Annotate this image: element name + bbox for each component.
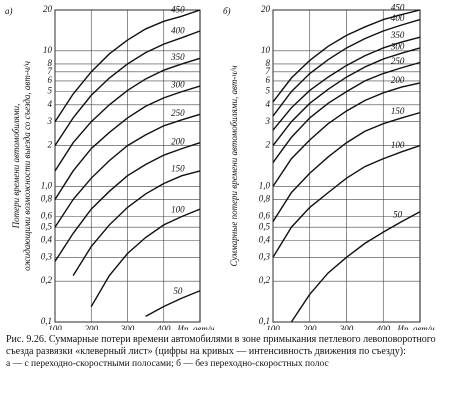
curve	[54, 142, 201, 262]
x-axis-label: Ип, авт/ч	[396, 324, 434, 330]
y-tick-label: 0,6	[259, 211, 271, 221]
y-tick-label: 1,0	[259, 180, 271, 190]
y-tick-label: 2	[266, 140, 271, 150]
y-axis-label: ожидающими возможности выезда со съезда,…	[22, 61, 32, 271]
y-tick-label: 0,3	[259, 251, 271, 261]
curve-label: 250	[391, 56, 405, 66]
y-tick-label: 0,4	[41, 234, 53, 244]
curve	[90, 208, 201, 307]
y-tick-label: 0,8	[259, 194, 271, 204]
y-tick-label: 3	[47, 116, 53, 126]
x-tick-label: 100	[48, 324, 62, 330]
curve-label: 300	[170, 80, 185, 90]
curve	[272, 144, 421, 258]
x-tick-label: 300	[120, 324, 135, 330]
y-tick-label: 8	[266, 58, 271, 68]
y-tick-label: 10	[261, 45, 271, 55]
curve-label: 200	[171, 137, 185, 147]
y-tick-label: 20	[261, 4, 271, 14]
curve	[272, 18, 421, 117]
y-tick-label: 0,3	[41, 251, 53, 261]
curve-label: 150	[391, 106, 405, 116]
x-tick-label: 300	[339, 324, 354, 330]
y-tick-label: 7	[266, 66, 271, 76]
y-tick-label: 0,2	[259, 275, 271, 285]
curve-label: 350	[390, 30, 405, 40]
x-tick-label: 100	[266, 324, 280, 330]
x-tick-label: 200	[303, 324, 317, 330]
curve	[272, 111, 421, 222]
curve-label: 100	[171, 205, 185, 215]
curve-label: 350	[170, 52, 185, 62]
curve	[54, 9, 201, 123]
curve-label: 300	[390, 41, 405, 51]
y-tick-label: 7	[48, 66, 53, 76]
curve	[272, 9, 421, 103]
curve	[54, 85, 201, 200]
curve	[290, 211, 421, 323]
y-tick-label: 0,5	[259, 221, 271, 231]
y-tick-label: 0,8	[41, 194, 53, 204]
y-tick-label: 0,2	[41, 275, 53, 285]
y-tick-label: 0,1	[259, 316, 270, 326]
y-tick-label: 2	[48, 140, 53, 150]
y-tick-label: 4	[48, 99, 53, 109]
x-tick-label: 400	[157, 324, 171, 330]
curve	[272, 82, 421, 187]
y-tick-label: 0,6	[41, 211, 53, 221]
y-tick-label: 3	[265, 116, 271, 126]
panel-label: а)	[5, 6, 13, 16]
y-tick-label: 4	[266, 99, 271, 109]
curve-label: 400	[391, 13, 405, 23]
y-tick-label: 0,1	[41, 316, 52, 326]
curve-label: 50	[173, 286, 183, 296]
y-tick-label: 20	[43, 4, 53, 14]
y-axis-label: Суммарные потери времени автомобилями, а…	[229, 66, 239, 267]
curve	[54, 113, 201, 228]
x-tick-label: 400	[377, 324, 391, 330]
y-axis-label: Потери времени автомобилями,	[11, 104, 21, 230]
curve-label: 50	[393, 210, 403, 220]
caption-line: Рис. 9.26. Суммарные потери времени авто…	[6, 334, 436, 357]
curve	[145, 290, 201, 318]
y-tick-label: 5	[48, 86, 53, 96]
caption: Рис. 9.26. Суммарные потери времени авто…	[6, 334, 452, 370]
panel-label: б)	[223, 6, 231, 16]
curve-label: 200	[391, 75, 405, 85]
y-tick-label: 1,0	[41, 180, 53, 190]
curve-label: 250	[171, 108, 185, 118]
curve-label: 150	[171, 164, 185, 174]
y-tick-label: 5	[266, 86, 271, 96]
curve	[272, 36, 421, 131]
y-tick-label: 6	[266, 75, 271, 85]
y-tick-label: 0,5	[41, 221, 53, 231]
y-tick-label: 8	[48, 58, 53, 68]
y-tick-label: 0,4	[259, 234, 271, 244]
curve	[272, 47, 421, 147]
caption-line: а — с переходно-скоростными полосами; б …	[6, 359, 329, 369]
curve	[54, 30, 201, 146]
x-tick-label: 200	[85, 324, 99, 330]
x-axis-label: Ип, авт/ч	[176, 324, 214, 330]
y-tick-label: 6	[48, 75, 53, 85]
curve	[72, 170, 201, 276]
curve-label: 450	[171, 4, 185, 14]
curve-label: 400	[171, 26, 185, 36]
curve	[54, 57, 201, 172]
y-tick-label: 10	[43, 45, 53, 55]
curve-label: 450	[391, 3, 405, 13]
curve	[272, 61, 421, 163]
curve-label: 100	[391, 140, 405, 150]
